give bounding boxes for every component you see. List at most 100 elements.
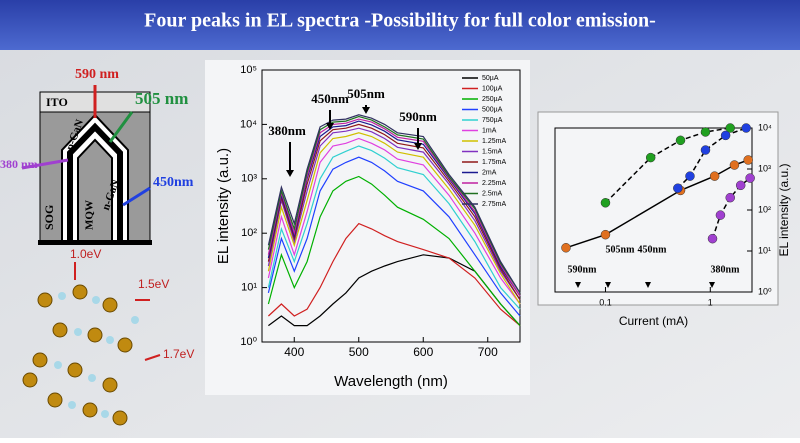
series-arrow — [709, 282, 715, 288]
data-point — [700, 145, 711, 155]
peak-label: 505nm — [347, 86, 385, 101]
spectrum-line — [267, 127, 521, 301]
y-tick-label: 10⁰ — [758, 286, 772, 296]
y-axis-label: EL intensity (a.u.) — [215, 148, 232, 264]
series-label: 505nm — [606, 244, 636, 255]
peak-label: 590nm — [399, 109, 437, 124]
data-point — [707, 233, 718, 244]
spectrum-line — [267, 222, 521, 327]
x-tick-label: 0.1 — [599, 297, 612, 307]
data-point — [743, 155, 753, 165]
y-axis-label: EL intensity (a.u.) — [777, 164, 791, 257]
legend-label: 100µA — [482, 85, 503, 92]
data-point — [741, 123, 751, 133]
legend-label: 1mA — [482, 127, 497, 134]
x-tick-label: 400 — [284, 345, 304, 359]
data-point — [600, 229, 611, 240]
series-arrow — [575, 282, 581, 288]
y-tick-label: 10¹ — [758, 245, 771, 255]
fit-line — [677, 127, 747, 189]
legend-label: 50µA — [482, 75, 499, 82]
data-point — [645, 152, 656, 163]
series-arrow — [605, 282, 611, 288]
spectrum-line — [267, 115, 521, 294]
energy-label: 1.5eV — [138, 277, 169, 291]
series-label: 450nm — [638, 244, 668, 255]
legend-label: 1.5mA — [482, 148, 503, 155]
x-tick-label: 1 — [708, 297, 713, 307]
plot-area — [261, 69, 521, 343]
layer-mqw: MQW — [84, 200, 96, 230]
data-point — [673, 183, 683, 193]
x-axis-label: Current (mA) — [619, 314, 688, 328]
data-point — [720, 130, 731, 141]
data-point — [675, 135, 686, 146]
legend-label: 750µA — [482, 117, 503, 124]
device-diagram: 590 nm 505 nm 450nm 380 nm ITO p-GaN SOG… — [0, 67, 194, 245]
x-tick-label: 600 — [413, 345, 433, 359]
spectrum-line — [267, 132, 521, 305]
legend-label: 2.75mA — [482, 201, 506, 208]
spectrum-line — [267, 175, 521, 327]
arrow-head — [414, 143, 422, 150]
label-590: 590 nm — [75, 67, 119, 82]
data-point — [685, 171, 695, 181]
chart-panel — [537, 111, 779, 306]
spectrum-line — [267, 123, 521, 301]
label-450: 450nm — [153, 175, 194, 190]
series-label: 590nm — [568, 264, 598, 275]
energy-label: 1.0eV — [70, 247, 101, 261]
series-label: 380nm — [711, 264, 741, 275]
legend-label: 250µA — [482, 96, 503, 103]
data-point — [600, 198, 611, 208]
y-tick-label: 10¹ — [241, 282, 257, 294]
y-tick-label: 10² — [241, 227, 257, 239]
arrow-head — [326, 123, 334, 130]
data-point — [729, 160, 740, 170]
slide-title: Four peaks in EL spectra -Possibility fo… — [144, 10, 656, 32]
data-point — [700, 127, 711, 137]
y-tick-label: 10² — [758, 204, 771, 214]
peak-label: 380nm — [268, 123, 306, 138]
legend-label: 2.5mA — [482, 190, 503, 197]
peak-label: 450nm — [311, 91, 349, 106]
data-point — [715, 210, 726, 220]
legend-label: 2.25mA — [482, 180, 506, 187]
spectrum-line — [267, 137, 521, 305]
legend-label: 1.75mA — [482, 159, 506, 166]
data-point — [745, 173, 755, 183]
y-tick-label: 10³ — [758, 163, 771, 173]
y-tick-label: 10⁴ — [240, 118, 257, 130]
spectrum-line — [267, 118, 521, 297]
series-arrow — [645, 282, 651, 288]
legend-label: 1.25mA — [482, 138, 506, 145]
label-380: 380 nm — [0, 157, 38, 171]
layer-sog: SOG — [42, 205, 56, 230]
x-tick-label: 500 — [349, 345, 369, 359]
data-point — [725, 192, 735, 203]
y-tick-label: 10³ — [241, 173, 257, 185]
arrow-head — [286, 170, 294, 177]
x-axis-label: Wavelength (nm) — [334, 373, 448, 390]
layer-ito: ITO — [46, 95, 68, 109]
title-banner — [0, 0, 800, 50]
spectrum-line — [267, 156, 521, 317]
data-point — [561, 243, 571, 253]
data-point — [735, 180, 746, 191]
data-point — [725, 123, 735, 133]
y-tick-label: 10⁰ — [240, 336, 257, 348]
data-point — [709, 171, 720, 181]
label-505: 505 nm — [135, 89, 188, 108]
spectrum-line — [267, 114, 521, 294]
legend-label: 500µA — [482, 106, 503, 113]
energy-label: 1.7eV — [163, 347, 194, 361]
spectrum-line — [267, 145, 521, 310]
crystal: 1.0eV 1.5eV 1.7eV — [22, 247, 194, 426]
arrow-head — [362, 107, 370, 114]
y-tick-label: 10⁵ — [240, 64, 257, 76]
x-tick-label: 700 — [478, 345, 498, 359]
y-tick-label: 10⁴ — [758, 122, 772, 132]
legend-label: 2mA — [482, 169, 497, 176]
spectrum-line — [268, 254, 521, 327]
